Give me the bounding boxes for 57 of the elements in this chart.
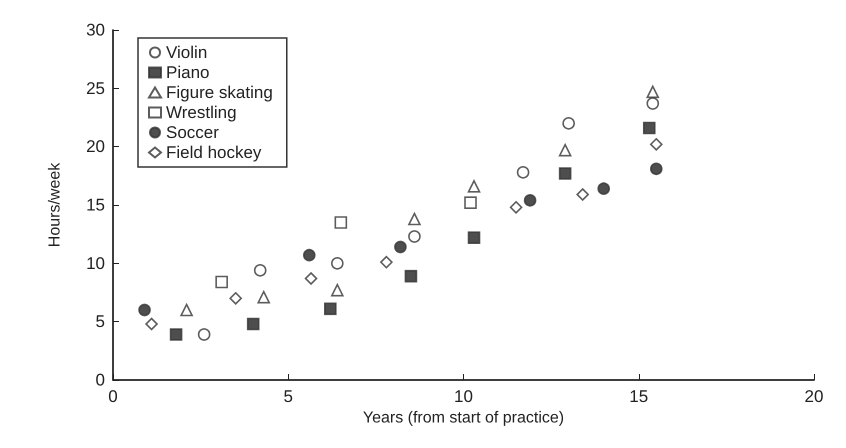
x-axis-title: Years (from start of practice) xyxy=(362,410,564,426)
y-tick-label: 20 xyxy=(86,137,105,156)
point xyxy=(170,328,182,341)
x-tick-label: 10 xyxy=(454,387,473,406)
point xyxy=(646,97,660,110)
point xyxy=(468,231,480,244)
point xyxy=(597,182,610,195)
legend-label: Piano xyxy=(166,63,210,82)
point xyxy=(464,196,477,209)
point xyxy=(408,230,421,243)
point xyxy=(324,302,337,316)
point xyxy=(380,256,393,268)
legend-label: Violin xyxy=(166,43,208,62)
point xyxy=(468,180,480,193)
y-tick-label: 15 xyxy=(86,196,105,214)
x-tick-label: 5 xyxy=(284,387,293,406)
point xyxy=(229,292,242,305)
y-tick-label: 10 xyxy=(86,254,105,273)
point xyxy=(558,144,572,156)
point xyxy=(650,138,663,151)
point xyxy=(331,284,344,296)
x-tick-label: 15 xyxy=(629,387,648,406)
point xyxy=(408,212,421,226)
legend-label: Figure skating xyxy=(166,83,273,102)
point xyxy=(646,86,660,98)
point xyxy=(516,166,530,179)
point xyxy=(257,290,270,304)
point xyxy=(145,318,158,330)
point xyxy=(198,328,210,341)
y-tick-label: 0 xyxy=(96,370,105,390)
y-tick-label: 25 xyxy=(86,78,105,98)
point xyxy=(180,304,193,316)
y-tick-label: 30 xyxy=(86,20,105,40)
point xyxy=(576,188,589,201)
point xyxy=(304,272,318,285)
legend-label: Wrestling xyxy=(166,103,237,122)
legend-label: Soccer xyxy=(166,123,220,142)
point xyxy=(138,304,151,316)
point xyxy=(642,122,656,134)
point xyxy=(650,162,663,176)
point xyxy=(246,318,260,330)
point xyxy=(510,201,522,214)
point xyxy=(404,270,418,282)
x-tick-label: 20 xyxy=(804,387,824,406)
point xyxy=(331,257,344,270)
point xyxy=(334,216,348,229)
point xyxy=(524,194,536,207)
point xyxy=(254,264,267,277)
point xyxy=(562,117,575,130)
point xyxy=(302,248,316,262)
point xyxy=(394,240,407,254)
x-tick-label: 0 xyxy=(108,387,118,406)
point xyxy=(215,276,228,288)
y-axis-title: Hours/week xyxy=(46,162,64,248)
point xyxy=(558,167,572,180)
legend-label: Field hockey xyxy=(166,143,262,162)
y-tick-label: 5 xyxy=(96,312,105,332)
